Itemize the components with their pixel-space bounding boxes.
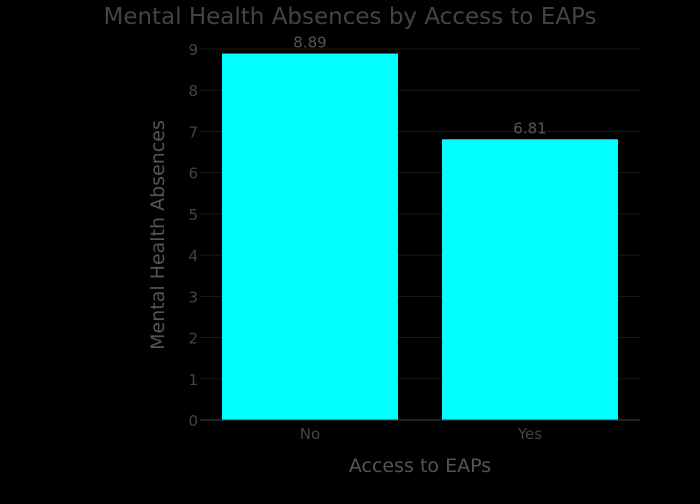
x-axis-label: Access to EAPs: [349, 455, 491, 477]
y-tick-label: 7: [188, 123, 198, 141]
y-tick-label: 4: [188, 247, 198, 265]
bar-yes: [442, 139, 618, 420]
bar-no: [222, 53, 398, 420]
y-tick-label: 0: [188, 412, 198, 430]
y-tick-label: 3: [188, 288, 198, 306]
y-tick-label: 8: [188, 82, 198, 100]
data-labels: 8.89 6.81: [293, 34, 546, 138]
y-tick-label: 6: [188, 165, 198, 183]
y-axis-label: Mental Health Absences: [147, 120, 169, 350]
data-label-no: 8.89: [293, 34, 326, 52]
y-axis-ticks: 0 1 2 3 4 5 6 7 8 9: [188, 41, 198, 430]
y-tick-label: 9: [188, 41, 198, 59]
y-tick-label: 5: [188, 206, 198, 224]
data-label-yes: 6.81: [513, 119, 546, 137]
x-axis-ticks: No Yes: [300, 425, 542, 443]
y-tick-label: 1: [188, 371, 198, 389]
x-tick-label-no: No: [300, 425, 320, 443]
y-tick-label: 2: [188, 330, 198, 348]
chart-title: Mental Health Absences by Access to EAPs: [103, 4, 596, 30]
bars: [222, 53, 618, 420]
x-tick-label-yes: Yes: [517, 425, 542, 443]
